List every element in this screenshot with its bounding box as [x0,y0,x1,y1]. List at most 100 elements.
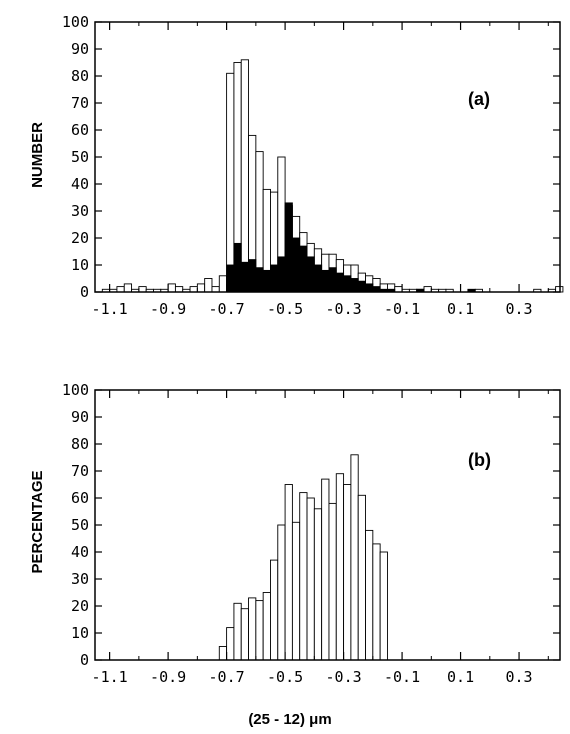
panel-a-xtick-label: 0.1 [447,300,474,318]
panel-b-bar [321,478,330,661]
panel-a-bar [394,286,403,293]
panel-a-bar-subset [372,286,381,293]
panel-a-ytick-label: 50 [71,148,89,166]
panel-a-bar-subset [270,264,279,293]
panel-a-ytick-label: 60 [71,121,89,139]
panel-a-marks: 0 10 20 30 40 50 60 70 80 90 100 -1.1 -0.9 -0.7 -0.5 -0… [62,13,564,318]
panel-a-bar-subset [350,278,359,293]
panel-a-xtick-label: -0.7 [209,300,245,318]
panel-a-xtick-label: -0.9 [150,300,186,318]
panel-b-ytick-label: 40 [71,543,89,561]
panel-b-ylabel: PERCENTAGE [29,470,46,573]
panel-a-bar-subset [365,283,374,293]
panel-b-ytick-label: 60 [71,489,89,507]
panel-a-bar [174,286,184,293]
panel-a-bar [240,59,249,293]
panel-b-xtick-label: -0.5 [267,668,303,686]
panel-a-bar-subset [226,264,235,293]
panel-a-ytick-label: 80 [71,67,89,85]
panel-b-ytick-label: 100 [62,381,89,399]
panel-b-bar [291,521,301,661]
panel-b-bar [343,484,352,661]
panel-a-xtick-label: -0.1 [384,300,420,318]
panel-b-ytick-label: 70 [71,462,89,480]
panel-b-bar [335,473,345,661]
panel-a-bar-subset [299,245,308,293]
panel-b-marks: 0 10 20 30 40 50 60 70 80 90 100 -1.1 -0.9 -0.7 -0.5 -0… [62,381,560,686]
panel-a-frame [94,21,561,293]
panel-a-label: (a) [468,89,490,109]
panel-b-xtick-label: -0.9 [150,668,186,686]
panel-a-bar [226,72,235,293]
panel-b-bar [365,529,374,661]
panel-b-xtick-label: -0.7 [209,668,245,686]
panel-a-ytick-label: 30 [71,202,89,220]
panel-a-histogram: NUMBER 0 10 20 30 40 50 60 70 80 90 100 -1.1 -0.9 -0.… [29,13,564,318]
panel-a-bar-subset [313,264,323,293]
panel-a-bar [218,275,228,293]
panel-a-bar-subset [255,267,264,293]
panel-a-xtick-label: 0.3 [506,300,533,318]
panel-a-bar [116,286,125,293]
panel-a-bar-subset [284,202,293,293]
x-axis-label: (25 - 12) μm [248,711,331,728]
panel-b-xtick-label: -0.3 [326,668,362,686]
panel-a-bar [196,283,206,293]
panel-b-bar [277,524,286,661]
panel-a-bar-subset [233,242,242,293]
panel-a-bar-subset [321,269,330,293]
panel-a-ytick-label: 10 [71,256,89,274]
panel-a-ytick-label: 20 [71,229,89,247]
panel-a-bar [189,286,198,293]
panel-a-xtick-label: -0.5 [267,300,303,318]
panel-b-ytick-label: 0 [80,651,89,669]
panel-b-xtick-label: -0.1 [384,668,420,686]
panel-a-bar [123,283,133,293]
panel-b-xtick-label: -1.1 [92,668,128,686]
panel-b-bar [218,646,228,661]
panel-b-bar [372,543,381,661]
panel-a-ytick-label: 100 [62,13,89,31]
panel-b-label: (b) [468,450,491,470]
panel-a-bar-subset [240,261,249,293]
panel-b-frame [94,389,561,661]
panel-a-bar-subset [291,237,301,293]
panel-b-xtick-label: 0.1 [447,668,474,686]
panel-b-ytick-label: 10 [71,624,89,642]
panel-b-bar [262,592,271,661]
panel-a-bar-subset [262,269,271,293]
panel-a-bar-subset [328,267,337,293]
panel-a-bar [138,286,147,293]
panel-a-bar-subset [248,259,257,293]
panel-a-bar [211,286,220,293]
panel-b-bar [284,484,293,661]
panel-b-bar [226,627,235,661]
panel-b-bar [357,494,366,661]
panel-b-bar [233,602,242,661]
panel-b-ytick-label: 20 [71,597,89,615]
panel-b-bar [328,502,337,661]
panel-b-histogram: PERCENTAGE 0 10 20 30 40 50 60 70 80 90 100 -1.1 -0.… [29,381,561,728]
panel-b-bar [313,508,323,661]
panel-b-bar [306,497,315,661]
panel-a-bar-subset [357,280,366,293]
panel-b-ytick-label: 90 [71,408,89,426]
panel-a-bar [167,283,176,293]
panel-b-xtick-label: 0.3 [506,668,533,686]
panel-b-bar [240,608,249,661]
panel-b-bar [255,600,264,661]
panel-a-ytick-label: 40 [71,175,89,193]
panel-b-bar [270,559,279,661]
panel-b-bar [379,551,388,661]
panel-a-ytick-label: 70 [71,94,89,112]
panel-b-ytick-label: 50 [71,516,89,534]
panel-a-xtick-label: -0.3 [326,300,362,318]
panel-a-bar-subset [277,256,286,293]
panel-a-bar-subset [306,256,315,293]
panel-a-bar-subset [343,275,352,293]
panel-a-xtick-label: -1.1 [92,300,128,318]
panel-a-ytick-label: 90 [71,40,89,58]
panel-a-ylabel: NUMBER [29,122,46,188]
panel-a-bar-subset [335,272,345,293]
